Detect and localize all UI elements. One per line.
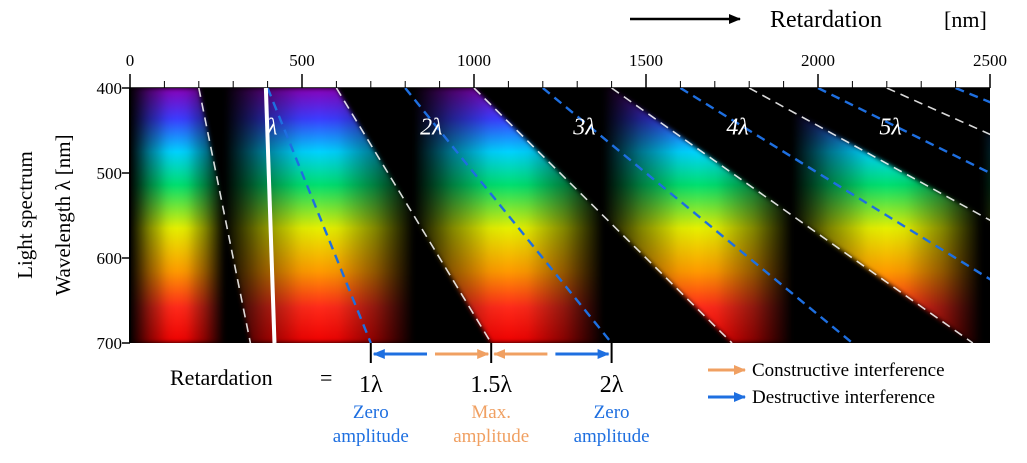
spectrum-fringes (130, 88, 990, 343)
legend-destructive: Destructive interference (752, 387, 935, 408)
y-tick-label: 600 (97, 249, 123, 268)
order-label: 5λ (879, 114, 901, 140)
constructive-fringe-line (611, 88, 974, 343)
fringe-lines (198, 88, 990, 343)
destructive-fringe-line (817, 88, 990, 175)
constructive-fringe-line (473, 88, 733, 343)
order-label: 4λ (726, 114, 748, 140)
constructive-fringe-line (198, 88, 252, 343)
marker-sub1: Max. (471, 402, 511, 423)
x-tick-label: 500 (289, 51, 315, 70)
order-label: 3λ (572, 114, 595, 140)
marker-sub1: Zero (594, 402, 630, 423)
y-label-line1: Light spectrum (13, 151, 37, 279)
destructive-fringe-line (542, 88, 854, 343)
destructive-fringe-line (404, 88, 613, 343)
x-tick-label: 0 (126, 51, 135, 70)
y-tick-label: 400 (97, 79, 123, 98)
marker-sub2: amplitude (453, 426, 529, 447)
retardation-markers: 1λ Zero amplitude 1.5λ Max. amplitude 2λ Zero am… (333, 343, 650, 447)
x-tick-label: 1500 (629, 51, 663, 70)
legend-constructive: Constructive interference (752, 360, 945, 381)
x-tick-label: 1000 (457, 51, 491, 70)
destructive-fringe-line (266, 88, 372, 343)
wavelength-line (263, 87, 277, 344)
marker-label: 1.5λ (470, 372, 512, 398)
marker-sub2: amplitude (333, 426, 409, 447)
order-label: λ (266, 114, 277, 140)
marker-label: 2λ (600, 372, 624, 398)
constructive-fringe-line (335, 88, 492, 343)
y-tick-labels: 400 500 600 700 (97, 79, 130, 353)
retardation-label: Retardation (170, 365, 273, 390)
marker-label: 1λ (359, 372, 383, 398)
x-tick-label: 2500 (973, 51, 1007, 70)
y-label-line2: Wavelength λ [nm] (51, 134, 75, 295)
y-tick-label: 700 (97, 334, 123, 353)
x-tick-label: 2000 (801, 51, 835, 70)
y-tick-label: 500 (97, 164, 123, 183)
equals-sign: = (320, 365, 332, 390)
order-labels: λ 2λ 3λ 4λ 5λ (266, 114, 902, 140)
retardation-axis-title: Retardation (770, 7, 882, 33)
legend: Constructive interference Destructive in… (708, 360, 945, 408)
unit-label: [nm] (944, 7, 987, 32)
marker-sub2: amplitude (574, 426, 650, 447)
x-tick-labels: 0 500 1000 1500 2000 2500 (126, 51, 1007, 70)
marker-sub1: Zero (353, 402, 389, 423)
destructive-fringe-line (679, 88, 990, 281)
x-tick-marks (129, 74, 991, 89)
order-label: 2λ (420, 114, 442, 140)
